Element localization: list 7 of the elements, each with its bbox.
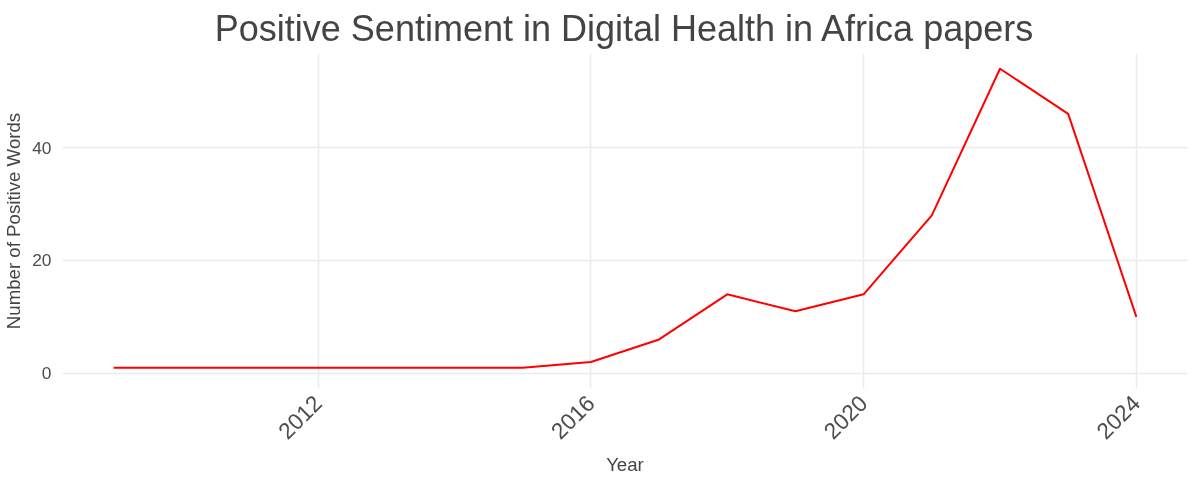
x-axis-title: Year xyxy=(606,453,644,475)
line-series xyxy=(112,67,1138,369)
chart-title: Positive Sentiment in Digital Health in Africa papers xyxy=(214,7,1034,49)
y-tick-label: 0 xyxy=(41,363,52,384)
y-axis-title: Number of Positive Words xyxy=(3,112,25,330)
y-tick-label: 40 xyxy=(32,137,52,158)
y-tick-label: 20 xyxy=(32,250,52,271)
